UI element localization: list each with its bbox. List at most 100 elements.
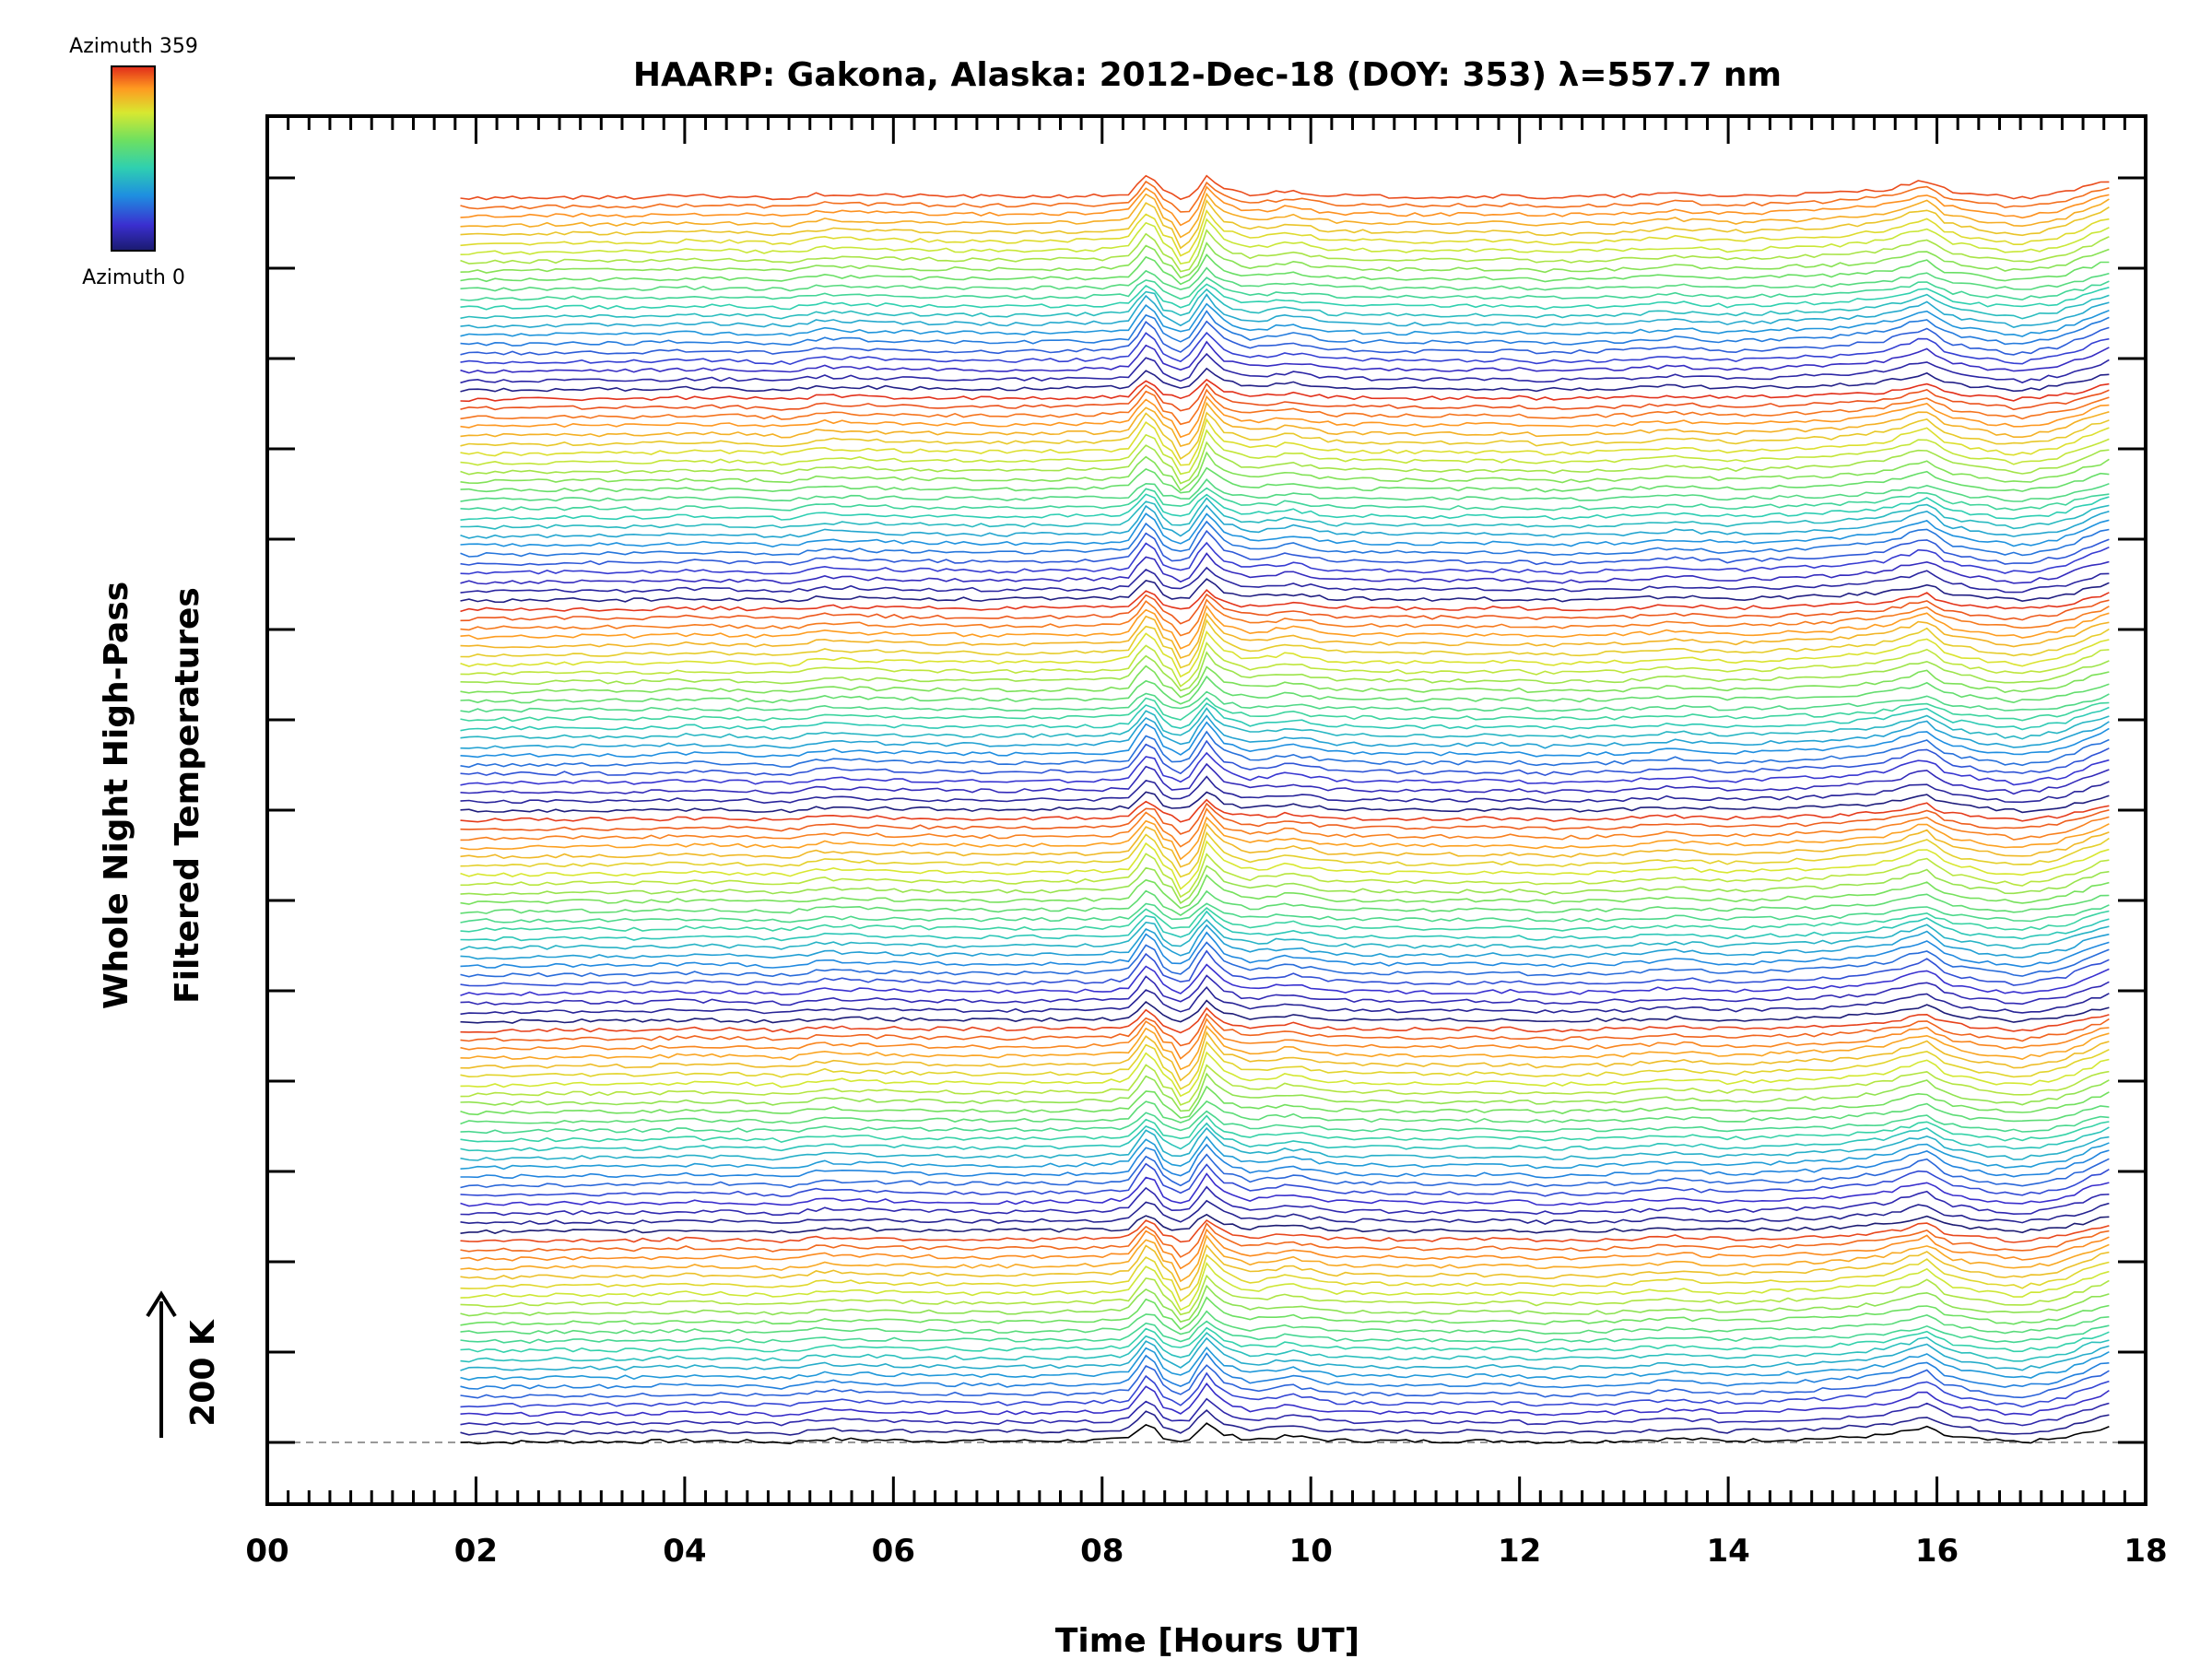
azimuth-trace	[460, 340, 2110, 374]
azimuth-trace	[460, 830, 2110, 878]
azimuth-trace	[460, 451, 2110, 492]
azimuth-trace	[460, 702, 2110, 732]
azimuth-trace	[460, 1085, 2110, 1119]
scale-arrow-head	[146, 1290, 177, 1318]
azimuth-trace	[460, 1296, 2110, 1331]
azimuth-trace	[460, 853, 2110, 899]
azimuth-trace	[460, 816, 2110, 861]
azimuth-trace	[460, 618, 2110, 669]
azimuth-trace	[460, 1228, 2110, 1270]
azimuth-trace	[460, 367, 2110, 393]
azimuth-trace	[460, 798, 2110, 823]
azimuth-trace	[460, 520, 2110, 558]
azimuth-trace	[460, 1364, 2110, 1399]
azimuth-trace	[460, 775, 2110, 805]
chart-title: HAARP: Gakona, Alaska: 2012-Dec-18 (DOY:…	[633, 56, 1782, 94]
azimuth-trace	[460, 1122, 2110, 1152]
x-tick-label: 10	[1289, 1533, 1333, 1570]
azimuth-trace	[460, 302, 2110, 337]
azimuth-trace	[460, 1110, 2110, 1135]
azimuth-trace	[460, 253, 2110, 286]
azimuth-trace	[460, 1234, 2110, 1283]
azimuth-trace	[460, 418, 2110, 466]
azimuth-trace	[460, 1162, 2110, 1198]
azimuth-trace	[460, 707, 2110, 740]
azimuth-trace	[460, 209, 2110, 257]
azimuth-trace	[460, 1012, 2110, 1047]
azimuth-trace	[460, 902, 2110, 924]
azimuth-trace	[460, 1336, 2110, 1371]
x-tick-label: 02	[454, 1533, 498, 1570]
azimuth-trace	[460, 1274, 2110, 1316]
colorbar-gradient	[111, 65, 156, 252]
azimuth-trace	[460, 918, 2110, 951]
azimuth-trace	[460, 1006, 2110, 1034]
azimuth-trace	[460, 229, 2110, 273]
azimuth-trace	[460, 276, 2110, 301]
azimuth-trace	[460, 288, 2110, 320]
azimuth-trace	[460, 578, 2110, 604]
azimuth-trace	[460, 1320, 2110, 1344]
x-tick-labels: 00 02 04 06 08 10 12 14 16 18	[245, 1533, 2167, 1570]
azimuth-trace	[460, 241, 2110, 279]
azimuth-trace	[460, 504, 2110, 539]
azimuth-trace	[460, 1030, 2110, 1082]
scale-bar-label: 200 K	[184, 1319, 222, 1427]
azimuth-trace	[460, 1346, 2110, 1381]
azimuth-trace	[460, 1018, 2110, 1060]
azimuth-trace	[460, 840, 2110, 890]
azimuth-trace	[460, 791, 2110, 814]
azimuth-trace	[460, 1422, 2110, 1445]
azimuth-trace	[460, 985, 2110, 1016]
azimuth-trace	[460, 1143, 2110, 1180]
azimuth-trace	[460, 593, 2110, 625]
azimuth-trace	[460, 552, 2110, 585]
azimuth-trace	[460, 665, 2110, 699]
azimuth-trace	[460, 1041, 2110, 1090]
x-tick-label: 16	[1915, 1533, 1959, 1570]
azimuth-trace	[460, 807, 2110, 848]
azimuth-trace	[460, 874, 2110, 910]
azimuth-trace	[460, 802, 2110, 835]
azimuth-trace	[460, 963, 2110, 996]
azimuth-trace	[460, 320, 2110, 356]
azimuth-trace	[460, 441, 2110, 485]
azimuth-trace	[460, 910, 2110, 942]
azimuth-trace	[460, 394, 2110, 439]
azimuth-trace	[460, 1114, 2110, 1144]
azimuth-trace	[460, 293, 2110, 329]
azimuth-trace	[460, 612, 2110, 659]
colorbar-bottom-label: Azimuth 0	[82, 266, 185, 289]
x-tick-label: 04	[663, 1533, 706, 1570]
azimuth-trace	[460, 630, 2110, 678]
azimuth-trace	[460, 512, 2110, 548]
azimuth-trace	[460, 1051, 2110, 1098]
x-tick-label: 08	[1080, 1533, 1124, 1570]
azimuth-trace	[460, 1172, 2110, 1207]
azimuth-trace	[460, 1284, 2110, 1324]
azimuth-trace	[460, 721, 2110, 759]
azimuth-trace	[460, 1072, 2110, 1112]
azimuth-trace	[460, 283, 2110, 311]
azimuth-trace	[460, 651, 2110, 692]
azimuth-trace	[460, 641, 2110, 688]
x-tick-label: 06	[872, 1533, 915, 1570]
azimuth-trace	[460, 1331, 2110, 1363]
azimuth-trace	[460, 401, 2110, 447]
azimuth-trace	[460, 1213, 2110, 1234]
azimuth-trace	[460, 388, 2110, 426]
azimuth-trace	[460, 566, 2110, 594]
azimuth-trace	[460, 865, 2110, 904]
azimuth-trace	[460, 889, 2110, 917]
azimuth-trace	[460, 478, 2110, 502]
azimuth-trace	[460, 949, 2110, 987]
azimuth-trace	[460, 1382, 2110, 1418]
azimuth-trace	[460, 1310, 2110, 1335]
x-tick-label: 18	[2124, 1533, 2167, 1570]
azimuth-trace	[460, 762, 2110, 795]
azimuth-trace	[460, 1126, 2110, 1161]
y-axis-label-line2: Filtered Temperatures	[169, 587, 206, 1004]
azimuth-trace	[460, 487, 2110, 512]
azimuth-trace	[460, 675, 2110, 705]
